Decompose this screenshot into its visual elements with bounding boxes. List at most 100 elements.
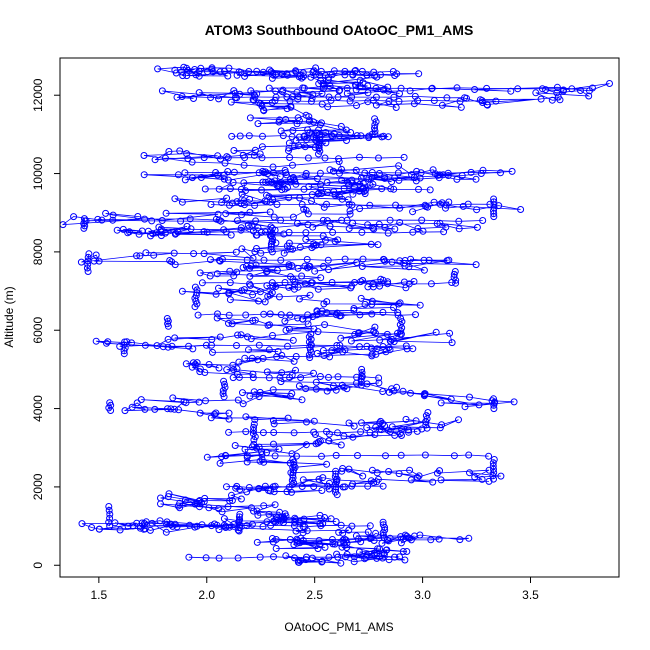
data-point-345 bbox=[447, 395, 455, 403]
data-point-9 bbox=[295, 558, 303, 566]
data-point-336 bbox=[329, 382, 337, 390]
data-point-827 bbox=[302, 172, 310, 180]
data-point-689 bbox=[109, 211, 117, 219]
data-point-39 bbox=[314, 545, 322, 553]
data-point-1185 bbox=[217, 217, 225, 225]
data-point-859 bbox=[176, 147, 184, 155]
data-point-112 bbox=[169, 522, 177, 530]
data-point-922 bbox=[283, 105, 291, 113]
data-point-38 bbox=[272, 545, 280, 552]
data-point-452 bbox=[355, 329, 363, 337]
data-point-460 bbox=[251, 316, 259, 324]
data-point-266 bbox=[396, 430, 404, 438]
data-point-1345 bbox=[325, 553, 333, 561]
data-point-1227 bbox=[351, 279, 358, 286]
data-point-1106 bbox=[307, 97, 315, 105]
data-point-830 bbox=[326, 166, 334, 174]
data-point-219 bbox=[415, 472, 423, 480]
data-point-47 bbox=[290, 541, 298, 549]
data-point-260 bbox=[325, 437, 333, 445]
data-point-755 bbox=[349, 190, 357, 198]
data-point-1156 bbox=[226, 185, 234, 193]
data-point-248 bbox=[302, 441, 310, 449]
data-point-357 bbox=[399, 387, 407, 395]
data-point-666 bbox=[396, 219, 404, 226]
data-point-1315 bbox=[243, 522, 251, 530]
data-point-547 bbox=[206, 272, 214, 280]
data-point-1354 bbox=[80, 215, 88, 223]
data-point-1072 bbox=[349, 70, 357, 78]
data-point-765 bbox=[317, 181, 324, 189]
data-point-1311 bbox=[173, 523, 181, 531]
data-point-921 bbox=[260, 106, 267, 114]
series-line-level-5 bbox=[231, 135, 384, 138]
data-point-739 bbox=[285, 194, 293, 202]
data-point-966 bbox=[190, 95, 197, 102]
data-point-353 bbox=[466, 393, 473, 401]
data-point-1095 bbox=[294, 93, 302, 100]
data-point-1079 bbox=[319, 85, 327, 93]
data-point-1317 bbox=[267, 521, 275, 529]
data-point-212 bbox=[471, 473, 479, 481]
data-point-796 bbox=[439, 171, 447, 179]
series-line-level-6 bbox=[165, 156, 405, 160]
data-point-1453 bbox=[451, 268, 459, 275]
data-point-425 bbox=[164, 335, 172, 343]
data-point-1313 bbox=[208, 522, 215, 530]
data-point-381 bbox=[182, 360, 190, 368]
data-point-1218 bbox=[425, 256, 433, 264]
data-point-27 bbox=[403, 548, 411, 555]
data-point-1273 bbox=[242, 428, 250, 436]
data-point-1249 bbox=[185, 342, 193, 350]
series-line-profile-20 bbox=[270, 228, 273, 253]
data-point-1092 bbox=[231, 94, 239, 101]
data-point-600 bbox=[238, 245, 246, 253]
data-point-370 bbox=[249, 370, 257, 378]
data-point-693 bbox=[214, 210, 222, 218]
data-point-83 bbox=[215, 526, 223, 534]
data-point-482 bbox=[323, 309, 331, 317]
data-point-958 bbox=[406, 87, 414, 95]
data-point-850 bbox=[269, 163, 277, 171]
data-point-1484 bbox=[268, 224, 276, 232]
data-point-760 bbox=[362, 186, 369, 194]
data-point-1279 bbox=[334, 429, 341, 437]
data-point-1404 bbox=[289, 469, 297, 476]
data-point-1187 bbox=[277, 216, 285, 224]
data-point-326 bbox=[288, 390, 296, 397]
data-point-81 bbox=[303, 527, 311, 535]
data-point-846 bbox=[330, 167, 337, 175]
data-point-1361 bbox=[106, 522, 114, 530]
data-point-1116 bbox=[228, 132, 236, 140]
data-point-1234 bbox=[214, 310, 221, 318]
data-point-961 bbox=[364, 89, 372, 97]
data-point-501 bbox=[255, 297, 262, 305]
data-point-1347 bbox=[362, 554, 370, 561]
data-point-1055 bbox=[253, 67, 261, 75]
data-point-1052 bbox=[204, 68, 211, 76]
data-point-1076 bbox=[391, 72, 399, 79]
data-point-893 bbox=[300, 133, 308, 141]
data-point-429 bbox=[237, 331, 245, 339]
data-point-50 bbox=[329, 540, 337, 548]
data-point-1299 bbox=[233, 482, 241, 490]
data-point-1286 bbox=[243, 452, 251, 460]
data-point-778 bbox=[259, 178, 267, 186]
data-point-1173 bbox=[323, 200, 330, 208]
data-point-572 bbox=[405, 263, 413, 271]
data-point-24 bbox=[356, 548, 363, 556]
data-point-663 bbox=[391, 225, 399, 233]
data-point-532 bbox=[376, 282, 384, 290]
data-point-1169 bbox=[226, 201, 233, 209]
data-point-1178 bbox=[442, 201, 450, 209]
data-point-654 bbox=[244, 221, 252, 229]
data-point-691 bbox=[134, 213, 142, 220]
data-point-194 bbox=[315, 475, 323, 483]
data-point-367 bbox=[229, 366, 237, 373]
data-point-907 bbox=[310, 118, 318, 126]
data-point-558 bbox=[263, 268, 270, 276]
data-point-1507 bbox=[379, 521, 387, 529]
data-point-499 bbox=[261, 298, 269, 306]
data-point-292 bbox=[269, 417, 277, 424]
data-point-861 bbox=[223, 153, 231, 161]
